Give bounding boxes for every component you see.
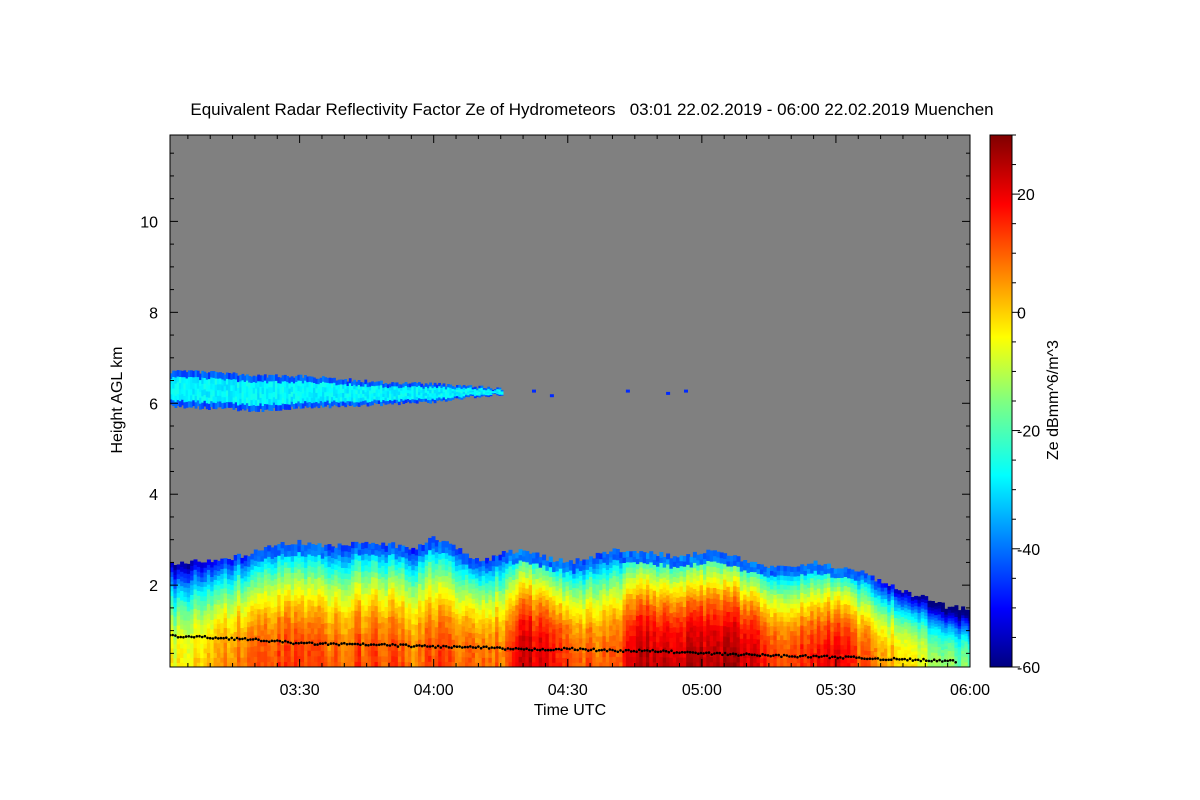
melting-layer — [170, 633, 957, 664]
colorbar-tick-label: 0 — [1017, 305, 1026, 322]
upper-cloud-layer — [170, 370, 688, 412]
reflectivity-heatmap — [170, 370, 970, 667]
x-axis: 03:30 04:00 04:30 05:00 05:30 06:00 — [187, 135, 990, 699]
cloud-fragment — [684, 389, 688, 393]
y-tick-label: 6 — [149, 396, 158, 413]
x-tick-label: 03:30 — [280, 682, 320, 699]
x-tick-label: 04:00 — [414, 682, 454, 699]
y-tick-label: 8 — [149, 305, 158, 322]
x-tick-label: 06:00 — [950, 682, 990, 699]
cloud-fragment — [666, 391, 671, 395]
precipitation-layer — [170, 536, 970, 667]
y-tick-label: 4 — [149, 487, 158, 504]
colorbar — [989, 134, 1013, 668]
x-tick-label: 05:00 — [682, 682, 722, 699]
cloud-fragment — [625, 389, 630, 393]
chart-title: Equivalent Radar Reflectivity Factor Ze … — [190, 100, 993, 119]
plot-frame — [169, 134, 971, 668]
x-tick-label: 05:30 — [816, 682, 856, 699]
y-axis: 2 4 6 8 10 — [140, 152, 970, 654]
colorbar-label: Ze dBmm^6/m^3 — [1045, 340, 1062, 460]
colorbar-tick-label: 20 — [1017, 187, 1035, 204]
y-tick-label: 10 — [140, 214, 158, 231]
x-tick-label: 04:30 — [548, 682, 588, 699]
y-axis-label: Height AGL km — [109, 346, 126, 453]
y-tick-label: 2 — [149, 578, 158, 595]
cloud-fragment — [532, 389, 536, 393]
colorbar-tick-label: -60 — [1017, 660, 1040, 677]
cloud-fragment — [549, 394, 554, 398]
colorbar-tick-label: -40 — [1017, 542, 1040, 559]
x-axis-label: Time UTC — [534, 702, 606, 719]
colorbar-axis: 20 0 -20 -40 -60 — [1012, 134, 1040, 677]
colorbar-tick-label: -20 — [1017, 424, 1040, 441]
